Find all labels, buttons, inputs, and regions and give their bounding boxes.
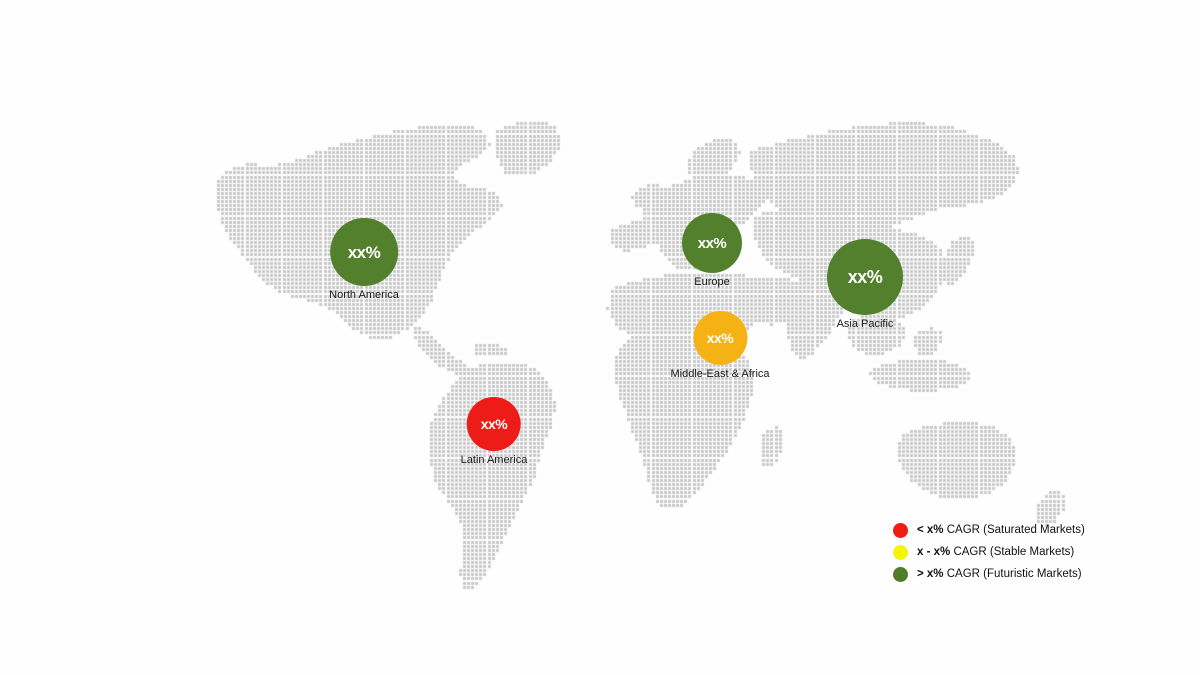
region-label-north-america: North America bbox=[329, 289, 399, 301]
legend-item-futuristic: > x% CAGR (Futuristic Markets) bbox=[893, 563, 1085, 585]
legend-item-stable: x - x% CAGR (Stable Markets) bbox=[893, 541, 1085, 563]
legend-desc-stable: CAGR (Stable Markets) bbox=[950, 546, 1075, 558]
legend-range-futuristic: > x% bbox=[917, 568, 944, 580]
region-marker-latin-america[interactable]: xx% Latin America bbox=[460, 397, 528, 466]
region-label-asia-pacific: Asia Pacific bbox=[836, 318, 894, 330]
region-bubble-latin-america[interactable]: xx% bbox=[467, 397, 521, 451]
region-label-latin-america: Latin America bbox=[460, 454, 528, 466]
legend-label-stable: x - x% CAGR (Stable Markets) bbox=[917, 546, 1074, 558]
region-marker-north-america[interactable]: xx% North America bbox=[329, 218, 399, 301]
legend-range-saturated: < x% bbox=[917, 524, 944, 536]
region-bubble-middle-east-africa[interactable]: xx% bbox=[692, 311, 747, 365]
region-bubble-north-america[interactable]: xx% bbox=[329, 218, 398, 286]
legend: < x% CAGR (Saturated Markets) x - x% CAGR… bbox=[893, 519, 1085, 585]
legend-desc-saturated: CAGR (Saturated Markets) bbox=[943, 524, 1085, 536]
legend-dot-saturated-icon bbox=[893, 522, 908, 538]
legend-label-futuristic: > x% CAGR (Futuristic Markets) bbox=[917, 568, 1082, 580]
region-label-middle-east-africa: Middle-East & Africa bbox=[670, 368, 770, 380]
legend-desc-futuristic: CAGR (Futuristic Markets) bbox=[943, 568, 1082, 580]
region-value-middle-east-africa: xx% bbox=[706, 330, 734, 346]
legend-item-saturated: < x% CAGR (Saturated Markets) bbox=[893, 519, 1085, 541]
legend-range-stable: x - x% bbox=[917, 546, 951, 558]
region-value-europe: xx% bbox=[697, 234, 727, 252]
legend-dot-futuristic-icon bbox=[893, 566, 908, 582]
region-label-europe: Europe bbox=[694, 276, 730, 288]
region-value-asia-pacific: xx% bbox=[847, 267, 883, 287]
region-value-north-america: xx% bbox=[347, 242, 381, 262]
region-bubble-asia-pacific[interactable]: xx% bbox=[827, 239, 903, 315]
region-marker-europe[interactable]: xx% Europe bbox=[682, 213, 742, 288]
legend-dot-stable-icon bbox=[893, 544, 908, 560]
region-marker-middle-east-africa[interactable]: xx% Middle-East & Africa bbox=[670, 311, 770, 380]
region-value-latin-america: xx% bbox=[480, 416, 508, 432]
region-bubble-europe[interactable]: xx% bbox=[682, 213, 742, 273]
region-marker-asia-pacific[interactable]: xx% Asia Pacific bbox=[827, 239, 903, 330]
legend-label-saturated: < x% CAGR (Saturated Markets) bbox=[917, 524, 1085, 536]
